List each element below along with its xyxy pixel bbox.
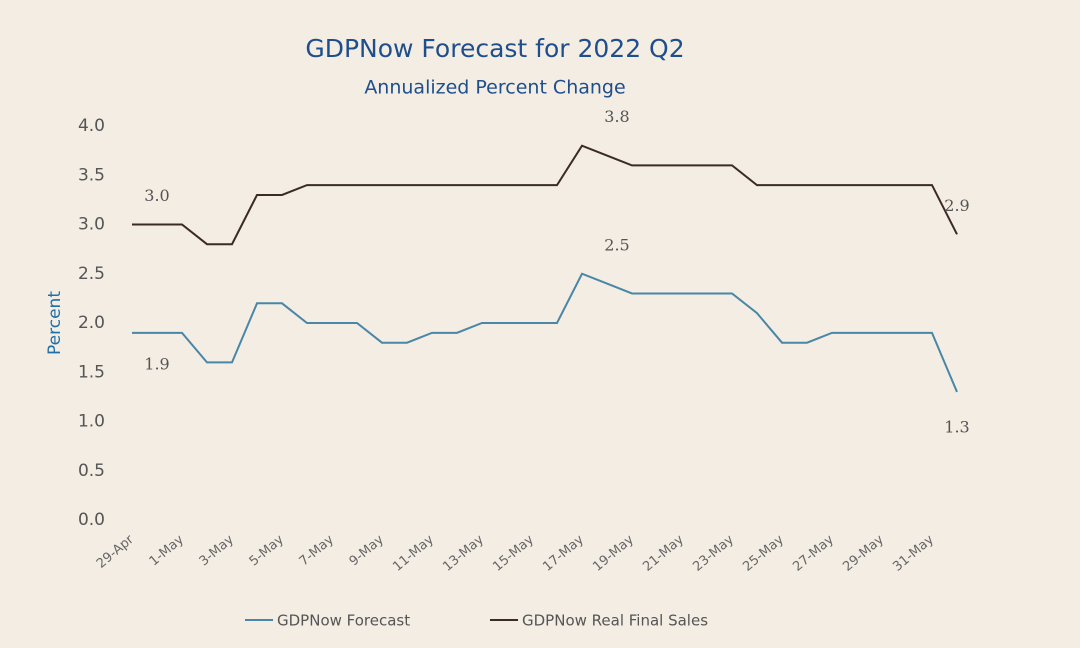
- data-label: 3.8: [604, 107, 629, 126]
- data-label: 2.9: [944, 196, 969, 215]
- y-axis-label: Percent: [45, 291, 65, 355]
- chart-subtitle: Annualized Percent Change: [364, 77, 625, 99]
- data-label: 1.3: [944, 417, 969, 436]
- y-tick-label: 3.0: [78, 215, 105, 235]
- y-tick-label: 1.5: [78, 362, 105, 382]
- data-label: 1.9: [144, 354, 169, 373]
- y-tick-label: 2.5: [78, 264, 105, 284]
- y-tick-label: 0.0: [78, 510, 105, 530]
- data-label: 3.0: [144, 186, 169, 205]
- y-tick-label: 0.5: [78, 461, 105, 481]
- legend-label: GDPNow Real Final Sales: [522, 612, 708, 630]
- data-label: 2.5: [604, 235, 629, 254]
- y-tick-label: 3.5: [78, 165, 105, 185]
- series-line: [132, 272, 958, 393]
- y-tick-label: 4.0: [78, 116, 105, 136]
- y-tick-label: 1.0: [78, 412, 105, 432]
- y-tick-label: 2.0: [78, 313, 105, 333]
- legend-label: GDPNow Forecast: [277, 612, 410, 630]
- chart-title: GDPNow Forecast for 2022 Q2: [305, 34, 684, 63]
- series-line: [132, 144, 958, 246]
